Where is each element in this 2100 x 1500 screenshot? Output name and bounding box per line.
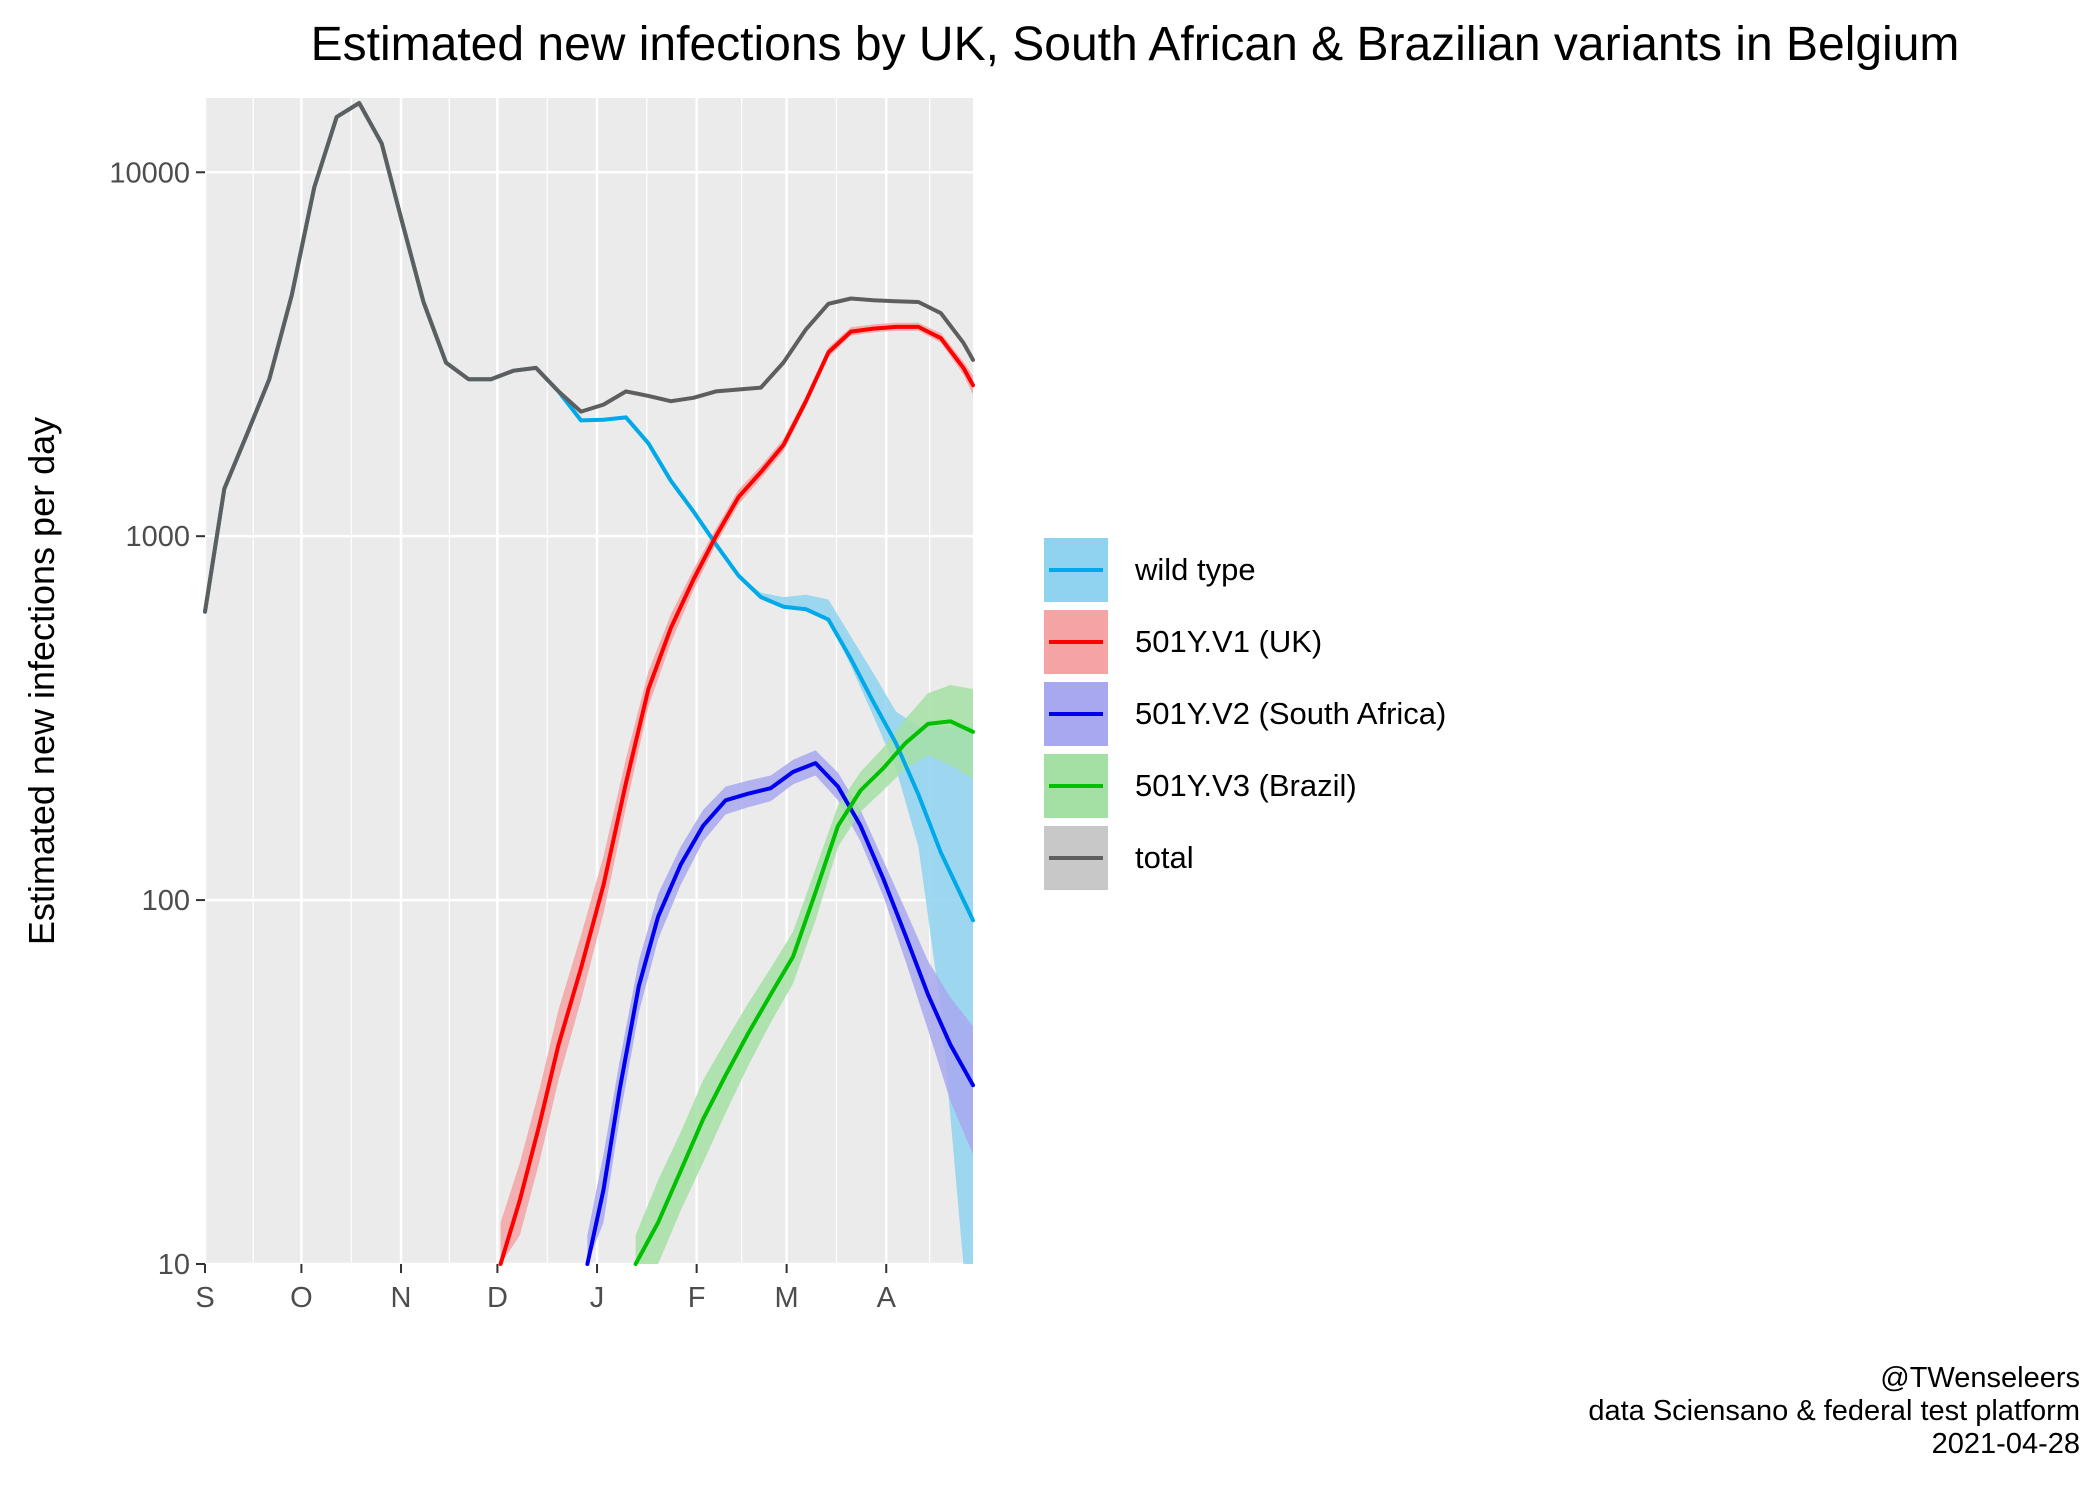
legend-item: 501Y.V3 (Brazil) — [1042, 752, 1357, 820]
x-tick-label: J — [590, 1282, 605, 1314]
y-tick-label: 100 — [142, 885, 190, 917]
legend-item: wild type — [1042, 536, 1256, 604]
legend-label: total — [1135, 840, 1194, 875]
y-axis-label: Estimated new infections per day — [21, 417, 62, 945]
legend-label: wild type — [1134, 552, 1256, 587]
y-tick-label: 10000 — [109, 157, 190, 189]
series-lines — [203, 101, 975, 1266]
grid-minor — [252, 98, 931, 1264]
series-line-total — [203, 101, 975, 614]
plot-panel — [205, 98, 973, 1264]
y-tick-label: 10 — [158, 1249, 190, 1281]
x-tick-label: S — [195, 1282, 214, 1314]
band-501Y.V3 (Brazil) — [635, 685, 973, 1264]
legend-item: 501Y.V1 (UK) — [1042, 608, 1322, 676]
y-axis: 10 100 1000 10000 — [109, 157, 205, 1281]
x-tick-label: N — [391, 1282, 412, 1314]
series-line-501Y.V3 (Brazil) — [633, 719, 975, 1266]
series-line-501Y.V1 (UK) — [498, 324, 975, 1266]
caption-date: 2021-04-28 — [1931, 1428, 2080, 1460]
caption: @TWenseleers data Sciensano & federal te… — [1588, 1362, 2080, 1461]
legend-label: 501Y.V3 (Brazil) — [1135, 768, 1357, 803]
caption-handle: @TWenseleers — [1880, 1362, 2080, 1394]
confidence-bands — [205, 103, 973, 1264]
x-tick-label: M — [775, 1282, 799, 1314]
x-tick-label: D — [487, 1282, 508, 1314]
grid-major — [203, 98, 973, 1266]
y-tick-label: 1000 — [125, 521, 190, 553]
chart-title: Estimated new infections by UK, South Af… — [311, 18, 1960, 71]
legend-item: total — [1042, 824, 1194, 892]
legend-item: 501Y.V2 (South Africa) — [1042, 680, 1446, 748]
x-tick-label: O — [290, 1282, 313, 1314]
legend-label: 501Y.V1 (UK) — [1135, 624, 1322, 659]
caption-source: data Sciensano & federal test platform — [1588, 1395, 2080, 1427]
legend: wild type 501Y.V1 (UK) 501Y.V2 (South Afri… — [1042, 536, 1446, 892]
legend-label: 501Y.V2 (South Africa) — [1135, 696, 1446, 731]
x-tick-label: A — [877, 1282, 897, 1314]
x-tick-label: F — [688, 1282, 706, 1314]
band-501Y.V2 (South Africa) — [587, 750, 973, 1264]
series-line-501Y.V2 (South Africa) — [585, 761, 975, 1266]
